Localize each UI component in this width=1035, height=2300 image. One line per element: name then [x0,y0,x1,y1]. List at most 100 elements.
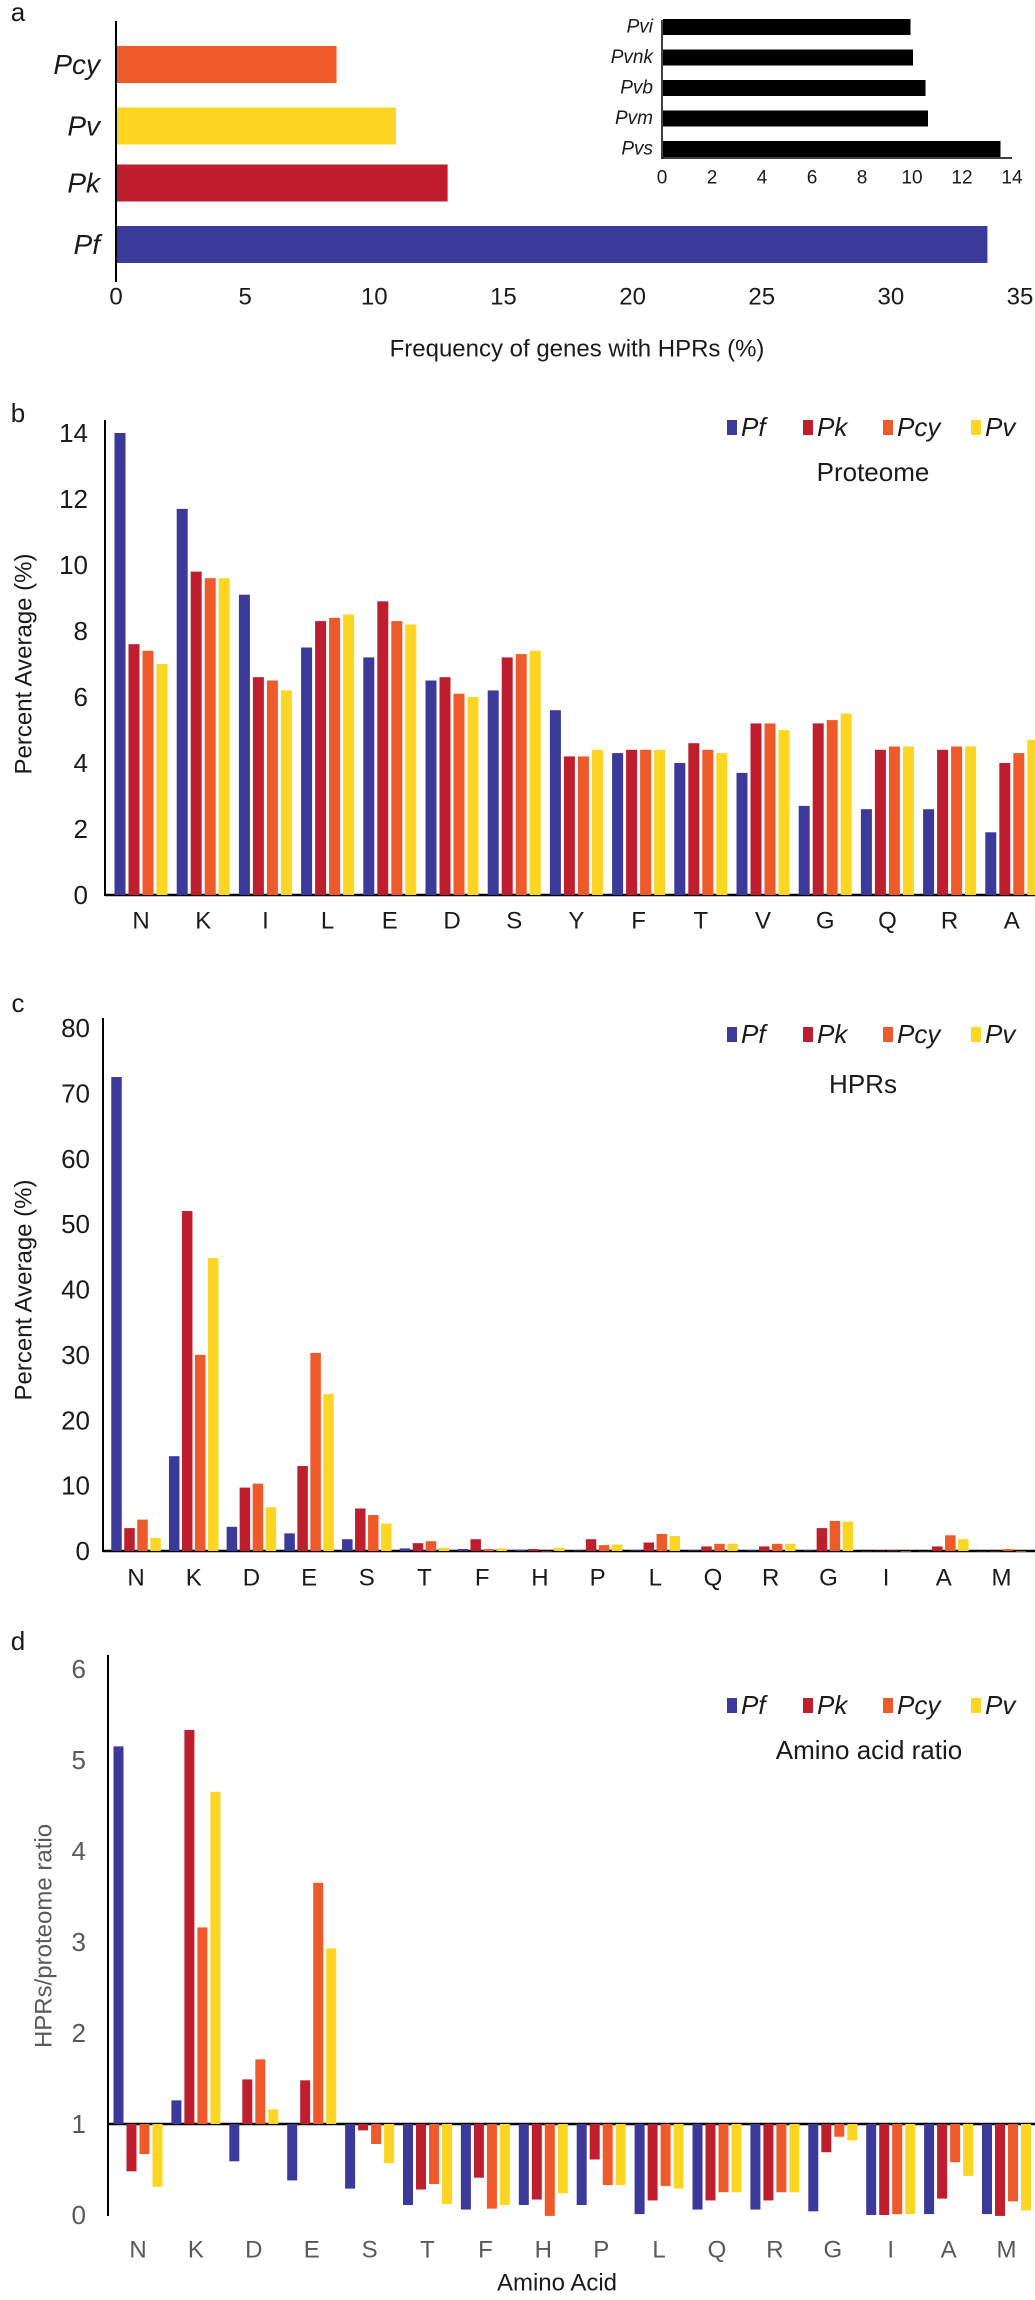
bar-pk-D [239,1487,251,1551]
bar-pk-F [470,1539,481,1551]
x-tick-label: 5 [238,284,251,311]
category-label: G [819,1565,838,1592]
y-tick-label: 4 [74,748,88,778]
bar-pk-I [879,2124,890,2215]
bar-pk-N [124,1528,135,1551]
bar-pf [117,226,988,263]
x-tick-label: 35 [1007,284,1034,311]
inset-bar-pvi [663,19,911,35]
y-tick-label: 5 [72,1745,86,1775]
bar-pcy-D [453,693,465,895]
inset-category-label: Pvb [620,78,653,99]
y-tick-label: 0 [72,2200,86,2230]
category-label: M [992,1565,1012,1592]
bar-pv-H [554,1547,565,1551]
bar-pv-G [842,1521,854,1551]
bar-pcy-I [887,1550,898,1552]
bar-pf-E [284,1533,295,1551]
bar-pf-H [515,1549,526,1551]
bar-pk-T [416,2124,426,2190]
y-tick-label: 10 [59,550,88,580]
y-tick-label: 0 [74,880,88,910]
category-label: H [535,2237,552,2264]
bar-pk-S [355,1508,366,1551]
inset-category-label: Pvs [621,139,653,160]
bar-pf-T [674,763,686,895]
category-label: I [887,2237,894,2264]
y-axis-label: Percent Average (%) [11,1179,38,1400]
bar-pv-M [1021,2124,1031,2211]
category-label: L [652,2237,665,2264]
bar-pk-K [184,1729,195,2124]
legend-label-pcy: Pcy [897,1690,942,1720]
y-tick-label: 30 [61,1340,90,1370]
bar-pf-T [403,2124,413,2205]
bar-pcy-A [945,1535,956,1551]
x-tick-label: 15 [490,284,517,311]
bar-pk-L [315,621,327,895]
bar-pf-R [750,2124,761,2210]
bar-pf-T [399,1548,411,1551]
y-tick-label: 20 [61,1405,90,1435]
bar-pf-L [634,2124,645,2215]
panel-label: a [11,0,26,27]
category-label: R [941,908,958,935]
legend-swatch-pk [803,1027,813,1042]
legend-swatch-pf [727,1027,737,1042]
bar-pcy-N [142,650,154,895]
bar-pv-D [268,2109,279,2124]
bar-pf-I [861,1551,872,1552]
bar-pcy-E [313,1882,324,2124]
bar-pf-M [976,1551,988,1552]
category-label: D [243,1565,260,1592]
bar-pk-L [643,1542,655,1551]
bar-pcy-H [541,1551,552,1552]
bar-pcy-Q [718,2124,729,2193]
bar-pcy-Q [888,746,900,895]
category-label: S [506,908,522,935]
bar-pv-G [840,713,852,895]
bar-pk-F [626,749,638,895]
category-label: Pv [67,111,102,142]
y-tick-label: 10 [61,1471,90,1501]
bar-pv-R [789,2124,800,2193]
y-tick-label: 0 [76,1536,90,1566]
category-label: I [262,908,269,935]
x-tick-label: 25 [748,284,775,311]
category-label: P [590,1565,606,1592]
category-label: G [816,908,835,935]
bar-pf-F [460,2124,471,2210]
category-label: I [883,1565,890,1592]
inset-category-label: Pvi [627,17,654,38]
bar-pk-A [999,763,1011,895]
category-label: Pk [67,168,102,199]
bar-pk-R [937,749,949,895]
bar-pk-M [995,2124,1005,2216]
legend-label-pk: Pk [817,412,849,442]
category-label: R [766,2237,783,2264]
inset-bar-pvs [663,141,1001,157]
bar-pk-Q [705,2124,716,2201]
bar-pf-E [363,657,375,895]
bar-pk-P [589,2124,600,2160]
bar-pk-Y [563,756,575,895]
x-tick-label: 10 [361,284,388,311]
legend-label-pf: Pf [741,1690,768,1720]
inset-bar-pvm [663,110,928,127]
bar-pk-S [358,2124,369,2131]
inset-x-tick-label: 8 [857,168,868,189]
bar-pf-R [745,1550,757,1551]
bar-pcy-M [1002,1549,1014,1551]
bar-pcy-L [660,2124,671,2186]
category-label: Pf [74,229,104,260]
bar-pcy-G [834,2124,845,2137]
category-label: Pcy [53,49,102,80]
bar-pk [117,164,448,202]
bar-pcy-E [391,621,403,895]
bar-pf-Q [688,1550,699,1551]
legend-label-pk: Pk [817,1690,849,1720]
category-label: K [188,2237,204,2264]
category-label: Q [878,908,897,935]
bar-pcy-A [950,2124,961,2163]
y-tick-label: 14 [59,418,88,448]
